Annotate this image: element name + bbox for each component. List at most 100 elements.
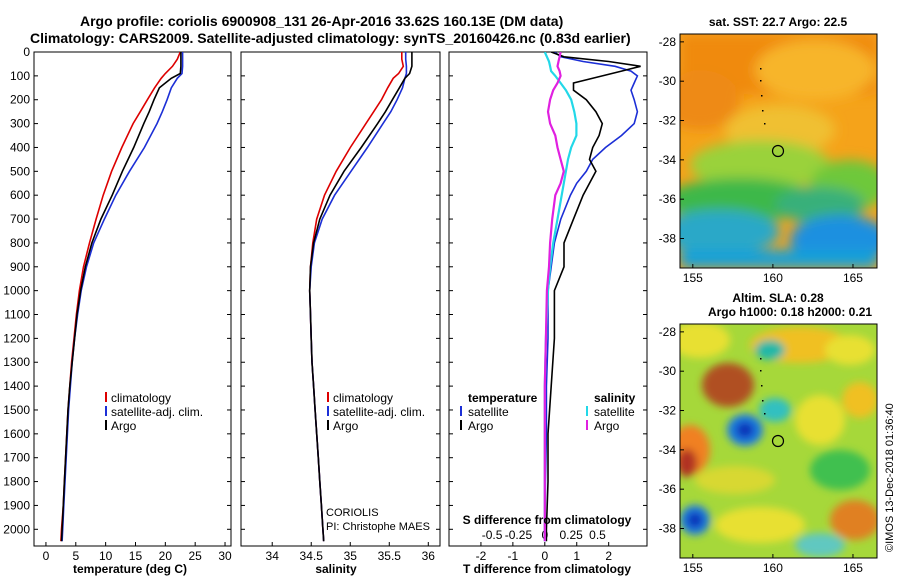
temperature-axis: 0 5 10 15 20 25 30 xyxy=(43,542,232,563)
imos-credit: ©IMOS 13-Dec-2018 01:36:40 xyxy=(884,403,896,552)
x-tick-label: 30 xyxy=(218,549,232,563)
legend-climatology: climatology xyxy=(111,391,171,405)
y-tick-label: 600 xyxy=(10,188,30,202)
map-y-tick-label: -34 xyxy=(659,153,677,167)
y-tick-label: 1200 xyxy=(3,331,30,345)
header-line-1: Argo profile: coriolis 6900908_131 26-Ap… xyxy=(80,13,563,29)
t-difference-axis: -2 -1 0 1 2 xyxy=(476,542,612,563)
y-tick-label: 100 xyxy=(10,69,30,83)
y-tick-label: 1600 xyxy=(3,427,30,441)
map-x-tick-label: 155 xyxy=(683,561,703,575)
y-tick-label: 0 xyxy=(23,45,30,59)
y-tick-label: 1300 xyxy=(3,355,30,369)
series-line-salinity-argo xyxy=(543,52,565,542)
map-y-tick-label: -38 xyxy=(659,232,677,246)
sst-map-title: sat. SST: 22.7 Argo: 22.5 xyxy=(709,15,848,29)
series-line-temperature-satellite xyxy=(544,52,639,542)
y-tick-label: 1000 xyxy=(3,284,30,298)
y-tick-label: 700 xyxy=(10,212,30,226)
x-tick-label: 5 xyxy=(72,549,79,563)
salinity-lines xyxy=(308,52,413,542)
x-tick-label: 0 xyxy=(43,549,50,563)
series-line-climatology xyxy=(308,52,405,542)
y-tick-label: 1500 xyxy=(3,403,30,417)
sst-map-frame xyxy=(679,33,878,269)
annotation-coriolis: CORIOLIS xyxy=(326,507,379,519)
annotation-pi: PI: Christophe MAES xyxy=(326,521,430,533)
y-tick-label: 1700 xyxy=(3,451,30,465)
x-tick-label: 15 xyxy=(129,549,143,563)
series-line-satellite-adj-clim- xyxy=(308,52,408,542)
y-tick-label: 400 xyxy=(10,140,30,154)
y-tick-label: 300 xyxy=(10,117,30,131)
x-tick-label: 35.5 xyxy=(378,549,402,563)
y-tick-label: 1900 xyxy=(3,498,30,512)
salinity-panel xyxy=(240,51,441,547)
sst-map xyxy=(680,34,877,268)
legend-argo: Argo xyxy=(333,419,359,433)
salinity-legend: climatology satellite-adj. clim. Argo CO… xyxy=(326,391,430,533)
y-tick-label: 900 xyxy=(10,260,30,274)
x-tick-label: 2 xyxy=(605,549,612,563)
x-tick-label: 34.5 xyxy=(300,549,324,563)
map-x-tick-label: 165 xyxy=(843,561,863,575)
legend-s-argo: Argo xyxy=(594,419,620,433)
salinity-xlabel: salinity xyxy=(315,562,357,576)
map-x-tick-label: 160 xyxy=(763,561,783,575)
map-y-tick-label: -30 xyxy=(659,74,677,88)
legend-heading-temperature: temperature xyxy=(468,391,538,405)
argo-location-marker xyxy=(771,144,785,158)
x-top-tick-label: -0.5 xyxy=(482,528,503,542)
sla-map-axes: 155 160 165 -28 -30 -32 -34 -36 -38 xyxy=(659,325,864,575)
legend-t-satellite: satellite xyxy=(468,405,509,419)
x-tick-label: 36 xyxy=(422,549,436,563)
legend-satellite: satellite-adj. clim. xyxy=(111,405,203,419)
temperature-xlabel: temperature (deg C) xyxy=(73,562,187,576)
legend-satellite: satellite-adj. clim. xyxy=(333,405,425,419)
header-line-2: Climatology: CARS2009. Satellite-adjuste… xyxy=(30,30,631,46)
y-tick-label: 1400 xyxy=(3,379,30,393)
map-y-tick-label: -34 xyxy=(659,443,677,457)
x-tick-label: 10 xyxy=(99,549,113,563)
difference-legend: temperature satellite Argo salinity sate… xyxy=(460,391,636,433)
series-line-argo xyxy=(308,52,413,542)
x-tick-label: 20 xyxy=(159,549,173,563)
series-line-temperature-argo xyxy=(545,52,641,542)
x-tick-label: 34 xyxy=(266,549,280,563)
sla-map-frame xyxy=(679,323,878,559)
salinity-axis: 34 34.5 35 35.5 36 xyxy=(266,542,436,563)
temperature-lines xyxy=(60,52,184,542)
legend-t-argo: Argo xyxy=(468,419,494,433)
y-tick-label: 1800 xyxy=(3,475,30,489)
x-top-tick-label: 0.5 xyxy=(589,528,606,542)
series-line-salinity-satellite xyxy=(543,52,578,542)
x-tick-label: 1 xyxy=(573,549,580,563)
y-tick-label: 500 xyxy=(10,164,30,178)
map-y-tick-label: -32 xyxy=(659,404,677,418)
difference-lines xyxy=(543,52,641,542)
temperature-legend: climatology satellite-adj. clim. Argo xyxy=(105,391,203,433)
legend-climatology: climatology xyxy=(333,391,393,405)
x-tick-label: 0 xyxy=(541,549,548,563)
map-y-tick-label: -32 xyxy=(659,114,677,128)
map-y-tick-label: -28 xyxy=(659,35,677,49)
x-top-tick-label: -0.25 xyxy=(505,528,533,542)
legend-heading-salinity: salinity xyxy=(594,391,636,405)
sst-map-axes: 155 160 165 -28 -30 -32 -34 -36 -38 xyxy=(659,35,864,285)
argo-location-marker xyxy=(771,434,785,448)
y-tick-label: 800 xyxy=(10,236,30,250)
y-tick-label: 1100 xyxy=(4,308,30,322)
series-line-argo xyxy=(60,52,182,542)
x-top-tick-label: 0.25 xyxy=(559,528,583,542)
map-y-tick-label: -36 xyxy=(659,192,677,206)
map-x-tick-label: 160 xyxy=(763,271,783,285)
map-y-tick-label: -36 xyxy=(659,482,677,496)
difference-xlabel: T difference from climatology xyxy=(463,562,631,576)
depth-axis: 0 100 200 300 400 500 600 700 800 900 1000 1100 1200… xyxy=(3,45,647,536)
x-tick-label: -2 xyxy=(476,549,487,563)
map-x-tick-label: 155 xyxy=(683,271,703,285)
temperature-panel xyxy=(33,51,232,547)
difference-panel xyxy=(448,51,648,547)
map-y-tick-label: -28 xyxy=(659,325,677,339)
